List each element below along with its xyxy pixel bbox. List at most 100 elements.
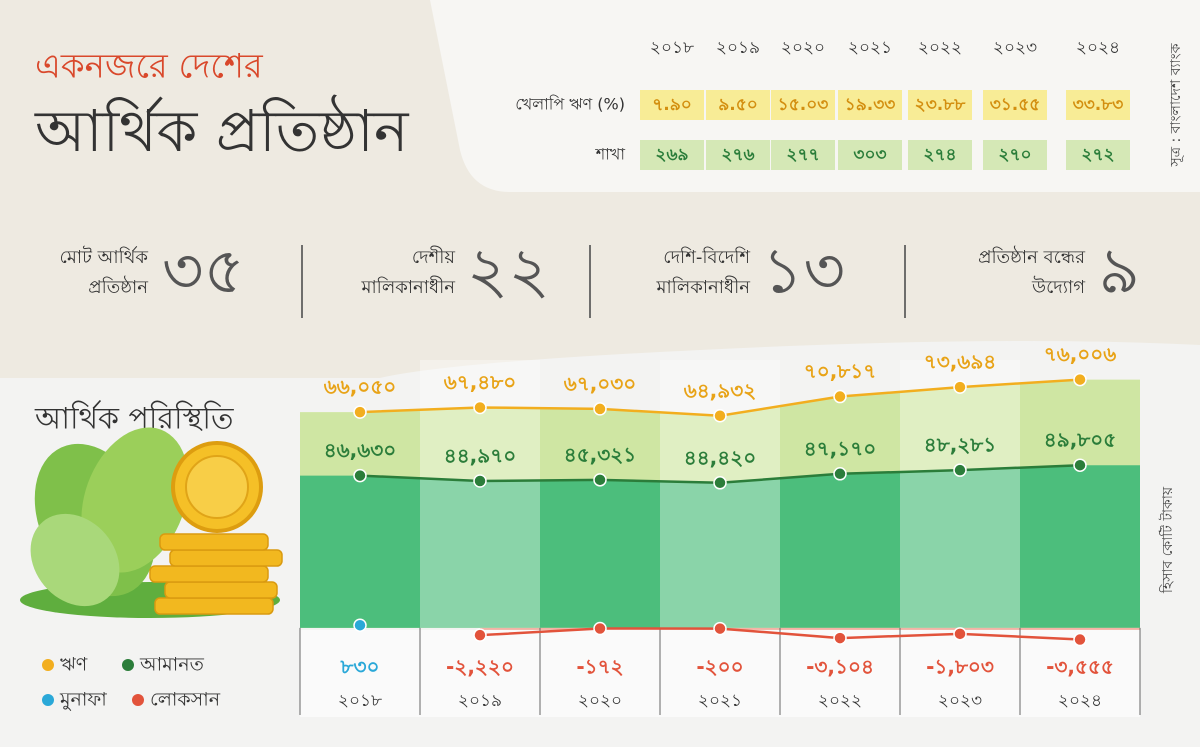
table-year: ২০২৩ bbox=[993, 38, 1037, 58]
legend-swatch bbox=[42, 659, 54, 671]
stat-label: দেশীয় bbox=[412, 246, 456, 268]
point bbox=[1073, 372, 1087, 387]
table-cell-text: ৩১.৫৫ bbox=[990, 95, 1041, 115]
point bbox=[953, 380, 967, 394]
point bbox=[353, 405, 367, 419]
x-tick-label: ২০২০ bbox=[578, 691, 622, 711]
x-tick-label: ২০২৩ bbox=[938, 691, 982, 711]
table-cell-text: ১৯.৩৩ bbox=[845, 95, 896, 115]
stat-label: প্রতিষ্ঠান বন্ধের bbox=[978, 246, 1086, 268]
table-year: ২০২১ bbox=[848, 38, 892, 58]
value-label: ৭৬,০০৬ bbox=[1044, 342, 1117, 366]
point bbox=[473, 474, 487, 488]
point bbox=[353, 468, 367, 483]
table-cell-text: ২৭২ bbox=[1081, 145, 1114, 165]
legend-swatch bbox=[42, 694, 54, 706]
table-cell bbox=[908, 140, 972, 170]
label-box-area bbox=[300, 629, 1140, 717]
value-label: ৭৩,৬৯৪ bbox=[924, 350, 997, 374]
table-cell bbox=[983, 140, 1047, 170]
point bbox=[953, 463, 967, 477]
table-cell bbox=[838, 140, 902, 170]
table-cell bbox=[1066, 90, 1130, 120]
point bbox=[713, 621, 727, 636]
value-label: ৪৪,৯৭০ bbox=[444, 443, 517, 467]
stat-label: মালিকানাধীন bbox=[360, 276, 455, 298]
legend-swatch bbox=[132, 694, 144, 706]
area bbox=[300, 465, 1140, 628]
point bbox=[833, 467, 847, 481]
table-year: ২০১৯ bbox=[716, 38, 760, 58]
value-label: -২০০ bbox=[696, 655, 743, 679]
point bbox=[713, 476, 727, 490]
point bbox=[713, 409, 727, 423]
legend-label: লোকসান bbox=[150, 689, 221, 711]
line bbox=[479, 627, 1081, 641]
value-label: ৮৩০ bbox=[340, 655, 380, 679]
table-cell bbox=[1066, 140, 1130, 170]
title-line1: একনজরে দেশের bbox=[35, 47, 264, 87]
value-label: ৪৮,২৮১ bbox=[924, 433, 997, 457]
table-year: ২০২২ bbox=[918, 38, 962, 58]
value-label: ৬৭,০৩০ bbox=[564, 371, 637, 395]
table-cell bbox=[771, 140, 835, 170]
value-label: ৬৪,৯৩২ bbox=[684, 378, 757, 402]
table-row-label: শাখা bbox=[595, 145, 626, 164]
stat-label: প্রতিষ্ঠান bbox=[88, 276, 148, 298]
x-tick-label: ২০২২ bbox=[818, 691, 862, 711]
x-tick-label: ২০১৮ bbox=[338, 691, 382, 711]
column-shade bbox=[420, 360, 540, 628]
value-label: ৪৫,৩২১ bbox=[564, 442, 637, 466]
value-label: -১,৮০৩ bbox=[926, 655, 994, 679]
value-label: ৬৭,৪৮০ bbox=[444, 370, 517, 394]
stat-value: ৩৫ bbox=[162, 235, 245, 309]
point bbox=[1073, 458, 1087, 472]
stat-label: মোট আর্থিক bbox=[60, 246, 149, 268]
table-cell bbox=[908, 90, 972, 120]
table-year: ২০২৪ bbox=[1076, 38, 1120, 58]
table-cell-text: ২৭০ bbox=[998, 145, 1031, 165]
column-shade bbox=[660, 360, 780, 628]
stat-value: ৯ bbox=[1098, 235, 1140, 309]
value-label: ৬৬,০৫০ bbox=[324, 375, 397, 399]
value-label: -৩,১০৪ bbox=[806, 655, 874, 679]
point bbox=[833, 389, 847, 404]
table-cell-text: ২৭৪ bbox=[923, 145, 956, 165]
point bbox=[353, 618, 367, 632]
table-cell-text: ২৭৬ bbox=[721, 145, 754, 165]
x-tick-label: ২০২৪ bbox=[1058, 691, 1102, 711]
table-cell-text: ৯.৫০ bbox=[718, 95, 758, 115]
table-cell-text: ৩৩.৮৩ bbox=[1073, 95, 1124, 115]
table-cell-text: ৭.৯০ bbox=[652, 95, 692, 115]
point bbox=[473, 628, 487, 642]
value-label: ৪৬,৬৩০ bbox=[324, 438, 397, 462]
table-cell-text: ৩০৩ bbox=[853, 145, 886, 165]
leaves-coins-icon bbox=[20, 427, 283, 618]
point bbox=[833, 631, 847, 645]
x-tick-label: ২০১৯ bbox=[458, 691, 502, 711]
source: সূত্র : বাংলাদেশ ব্যাংক bbox=[1168, 43, 1184, 167]
unit-label: হিসাব কোটি টাকায় bbox=[1159, 486, 1176, 594]
value-label: -৩,৫৫৫ bbox=[1046, 655, 1114, 679]
table-cell bbox=[838, 90, 902, 120]
point bbox=[953, 627, 967, 641]
table-cell bbox=[983, 90, 1047, 120]
value-label: -১৭২ bbox=[576, 655, 623, 679]
x-tick-label: ২০২১ bbox=[698, 691, 742, 711]
legend-swatch bbox=[122, 659, 134, 671]
table-cell bbox=[771, 90, 835, 120]
table-row-label: খেলাপি ঋণ (%) bbox=[515, 95, 625, 114]
table-year: ২০২০ bbox=[781, 38, 825, 58]
title-line2: আর্থিক প্রতিষ্ঠান bbox=[34, 95, 410, 165]
stat-label: দেশি-বিদেশি bbox=[663, 247, 750, 268]
stat-label: মালিকানাধীন bbox=[655, 276, 750, 298]
value-label: ৪৪,৪২০ bbox=[684, 445, 757, 469]
table-cell bbox=[640, 90, 704, 120]
point bbox=[593, 473, 607, 487]
legend-label: আমানত bbox=[139, 654, 205, 676]
column-shade bbox=[900, 360, 1020, 628]
point bbox=[593, 621, 607, 636]
table-year: ২০১৮ bbox=[650, 38, 694, 58]
point bbox=[593, 402, 607, 416]
